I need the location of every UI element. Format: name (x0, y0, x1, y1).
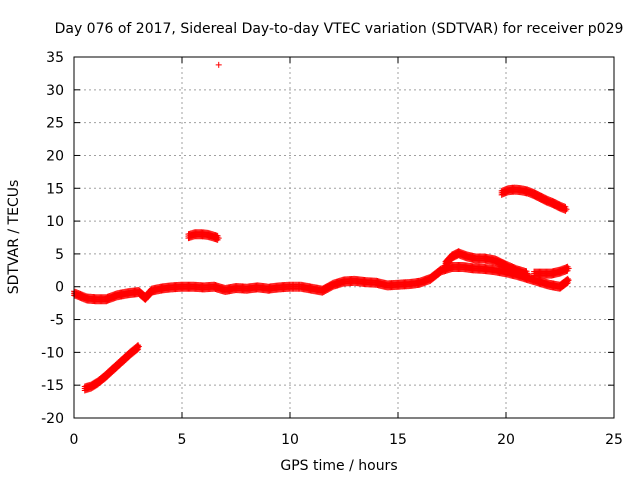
y-axis-ticks: -20 -15 -10 -5 0 5 10 15 20 25 30 35 (41, 50, 614, 427)
data-point (215, 61, 222, 68)
y-tick-label: 20 (46, 148, 64, 164)
y-tick-label: 15 (46, 181, 64, 197)
grid (74, 57, 614, 418)
y-tick-label: 35 (46, 50, 64, 66)
data-points (71, 61, 572, 394)
data-point (134, 346, 141, 353)
series-main-band (71, 262, 572, 305)
x-tick-label: 15 (389, 432, 407, 448)
data-point (135, 346, 142, 353)
data-point (563, 206, 570, 213)
series-late-evening-arc (531, 263, 572, 279)
data-point (215, 235, 222, 242)
x-axis-ticks: 0 5 10 15 20 25 (70, 57, 623, 448)
plot-frame (73, 56, 615, 419)
series-outlier (215, 61, 222, 68)
data-point (565, 265, 572, 272)
data-point (133, 347, 140, 354)
data-point (135, 343, 142, 350)
data-point (563, 280, 570, 287)
series-evening-arc (498, 184, 570, 214)
series-morning-cluster (185, 229, 222, 243)
y-tick-label: -15 (41, 378, 64, 394)
x-tick-label: 25 (605, 432, 623, 448)
y-tick-label: -5 (50, 313, 64, 329)
x-axis-label: GPS time / hours (280, 458, 397, 474)
chart-title: Day 076 of 2017, Sidereal Day-to-day VTE… (55, 21, 624, 37)
x-tick-label: 20 (497, 432, 515, 448)
data-point (565, 277, 572, 284)
y-axis-label: SDTVAR / TECUs (6, 180, 22, 295)
x-tick-label: 5 (178, 432, 187, 448)
series-early-descending (81, 342, 142, 394)
y-tick-label: 30 (46, 83, 64, 99)
y-tick-label: 10 (46, 214, 64, 230)
x-tick-label: 0 (70, 432, 79, 448)
y-tick-label: 25 (46, 116, 64, 132)
y-tick-label: 0 (55, 280, 64, 296)
data-point (524, 270, 531, 277)
series-upper-band (442, 248, 531, 279)
data-point (564, 279, 571, 286)
x-tick-label: 10 (281, 432, 299, 448)
y-tick-label: 5 (55, 247, 64, 263)
y-tick-label: -20 (41, 411, 64, 427)
y-tick-label: -10 (41, 345, 64, 361)
